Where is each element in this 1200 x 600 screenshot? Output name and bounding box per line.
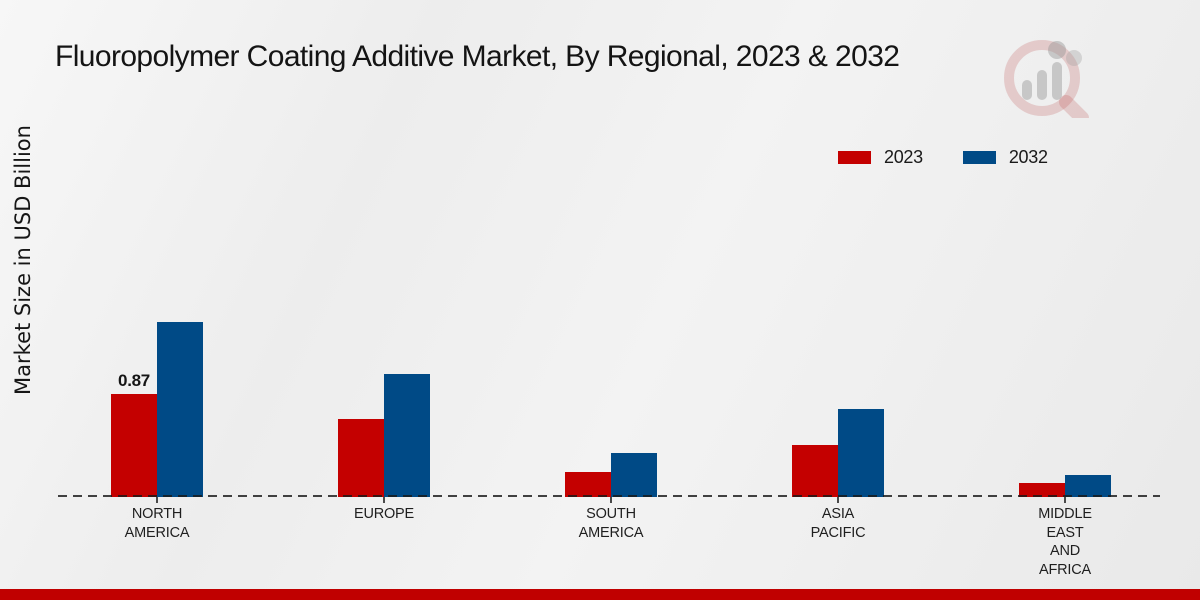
axis-baseline [58, 495, 1160, 497]
bar-2023-north-america [111, 394, 157, 497]
legend-label-2032: 2032 [1008, 147, 1048, 167]
axis-tick-north-america [156, 497, 158, 503]
axis-tick-south-america [610, 497, 612, 503]
axis-tick-europe [383, 497, 385, 503]
legend-item-2023: 2023 [838, 147, 923, 168]
magnifier-bar-chart-logo-icon [1004, 40, 1089, 118]
page-title: Fluoropolymer Coating Additive Market, B… [55, 40, 900, 73]
bar-2032-north-america [157, 322, 203, 497]
bar-2032-europe [384, 374, 430, 497]
category-label-south-america: SOUTH AMERICA [578, 506, 644, 541]
axis-tick-asia-pacific [837, 497, 839, 503]
legend: 2023 2032 [838, 147, 1048, 168]
bar-2032-middle-east-and-africa [1065, 475, 1111, 497]
bar-2023-europe [338, 419, 384, 497]
legend-item-2032: 2032 [962, 147, 1048, 168]
bar-2023-asia-pacific [792, 445, 838, 497]
y-axis-label: Market Size in USD Billion [11, 125, 35, 395]
category-label-middle-east-and-africa: MIDDLE EAST AND AFRICA [1038, 506, 1092, 578]
footer-bar [0, 589, 1200, 600]
category-label-europe: EUROPE [353, 506, 415, 522]
axis-tick-middle-east-and-africa [1064, 497, 1066, 503]
bar-value-label-north-america: 0.87 [118, 371, 150, 390]
category-label-asia-pacific: ASIA PACIFIC [810, 506, 866, 541]
category-label-north-america: NORTH AMERICA [124, 506, 190, 541]
legend-label-2023: 2023 [884, 147, 923, 167]
bar-2032-asia-pacific [838, 409, 884, 497]
bar-2023-south-america [565, 472, 611, 497]
bar-2032-south-america [611, 453, 657, 497]
legend-swatch-2023 [838, 151, 871, 164]
legend-swatch-2032 [962, 151, 996, 164]
bar-2023-middle-east-and-africa [1019, 483, 1065, 497]
